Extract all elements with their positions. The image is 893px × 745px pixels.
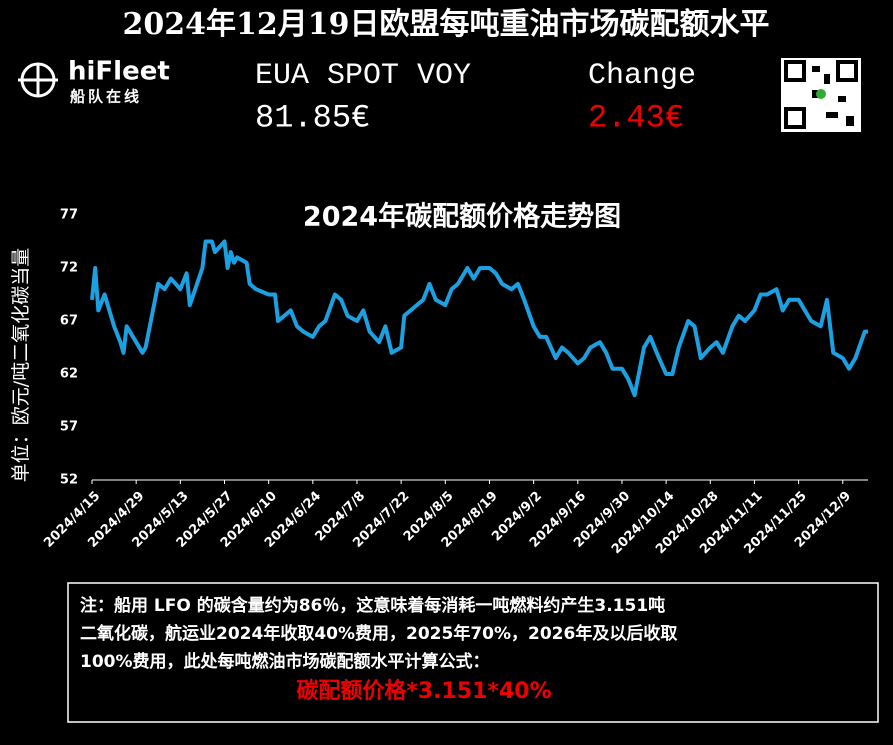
y-tick-label: 77 bbox=[60, 208, 78, 223]
y-tick-label: 57 bbox=[60, 420, 78, 435]
note-line: 100%费用，此处每吨燃油市场碳配额水平计算公式： bbox=[80, 651, 490, 672]
spot-value: 81.85€ bbox=[255, 99, 370, 136]
note-line: 注：船用 LFO 的碳含量约为86％，这意味着每消耗一吨燃料约产生3.151吨 bbox=[80, 595, 665, 616]
page-title: 2024年12月19日欧盟每吨重油市场碳配额水平 bbox=[123, 7, 770, 42]
chart-title: 2024年碳配额价格走势图 bbox=[303, 201, 621, 233]
y-tick-label: 52 bbox=[60, 473, 78, 488]
y-tick-label: 67 bbox=[60, 314, 78, 329]
y-tick-label: 62 bbox=[60, 367, 78, 382]
logo-icon bbox=[18, 62, 58, 98]
change-value: 2.43€ bbox=[588, 99, 684, 136]
note: 注：船用 LFO 的碳含量约为86％，这意味着每消耗一吨燃料约产生3.151吨 … bbox=[80, 595, 677, 704]
note-line: 二氧化碳，航运业2024年收取40%费用，2025年70%，2026年及以后收取 bbox=[80, 623, 677, 644]
logo-name: hiFleet bbox=[68, 57, 170, 87]
spot-label: EUA SPOT VOY bbox=[255, 59, 471, 93]
price-line bbox=[90, 239, 868, 398]
change-label: Change bbox=[588, 59, 696, 93]
formula: 碳配额价格*3.151*40% bbox=[296, 678, 551, 704]
qr-code bbox=[781, 58, 861, 132]
y-tick-label: 72 bbox=[60, 261, 78, 276]
note-box bbox=[67, 582, 879, 723]
y-axis-label: 单位：欧元/吨二氧化碳当量 bbox=[10, 248, 32, 482]
logo-subtitle: 船队在线 bbox=[70, 88, 142, 106]
